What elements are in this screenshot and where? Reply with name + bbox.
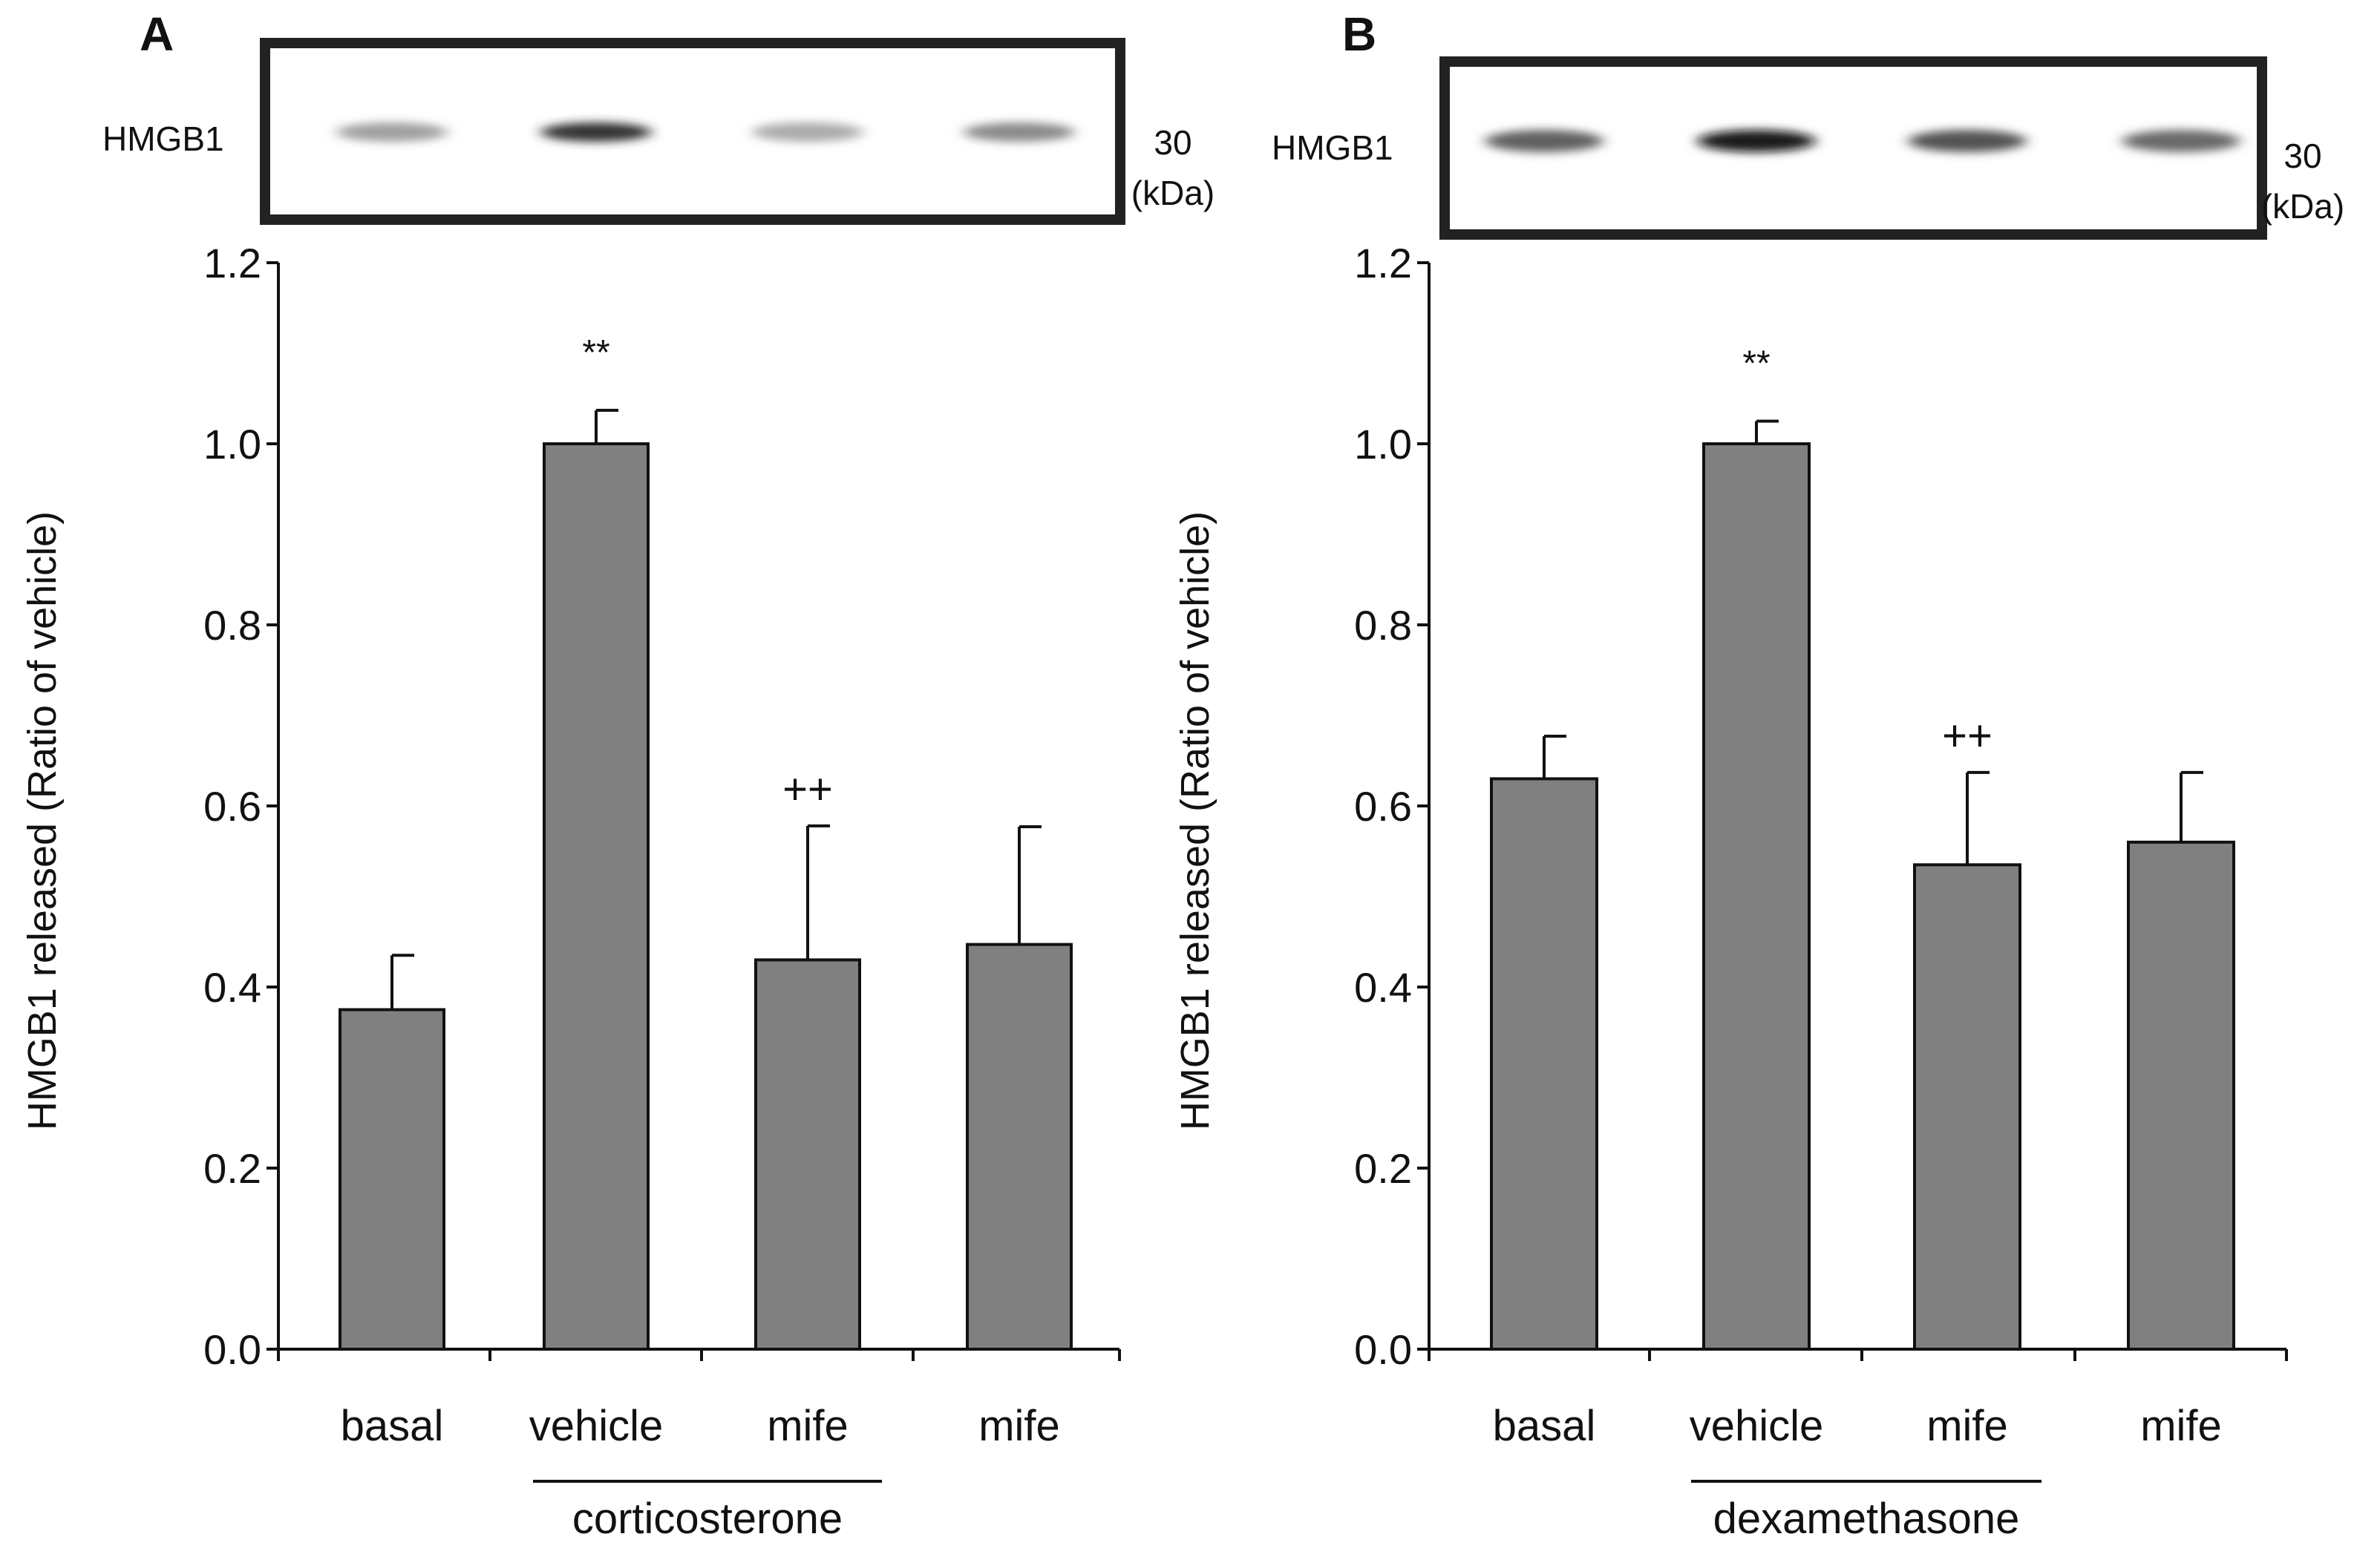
- panel-a-group-label: corticosterone: [572, 1495, 843, 1543]
- panel-b-bar: [1913, 863, 2021, 1351]
- panel-b-ytick-label: 1.0: [1354, 421, 1412, 468]
- blot-b-marker-unit: (kDa): [2261, 187, 2344, 226]
- panel-a-bars: ** ++: [339, 333, 1073, 1351]
- panel-a-ytick-label: 0.6: [203, 783, 261, 830]
- panel-b-xlabel-basal: basal: [1493, 1402, 1596, 1450]
- panel-b-bar: [2127, 840, 2235, 1351]
- panel-b-xlabel-mife-1: mife: [1926, 1402, 2008, 1450]
- panel-b-bar: [1702, 442, 1811, 1351]
- panel-a-bar: [543, 442, 650, 1351]
- blot-b: HMGB1 30 (kDa): [1272, 56, 2344, 240]
- panel-b-ytick-label: 0.6: [1354, 783, 1412, 830]
- panel-a-xlabel-vehicle: vehicle: [529, 1402, 664, 1450]
- panel-b-ytick-label: 1.2: [1354, 240, 1412, 286]
- panel-b-ytick-label: 0.2: [1354, 1145, 1412, 1192]
- panel-a-ytick-label: 0.0: [203, 1326, 261, 1373]
- panel-b-label: B: [1342, 7, 1376, 61]
- blot-a-band: [964, 122, 1075, 142]
- panel-a-xlabel-mife-2: mife: [978, 1402, 1060, 1450]
- panel-a-ytick-label: 0.4: [203, 964, 261, 1011]
- blot-a-band: [752, 122, 863, 142]
- blot-b-band: [1697, 130, 1816, 152]
- blot-a-protein-label: HMGB1: [102, 119, 224, 158]
- blot-b-bands: [1485, 130, 2240, 152]
- blot-a-band: [336, 122, 448, 142]
- blot-a-band: [540, 122, 652, 142]
- panel-a-ytick-label: 1.0: [203, 421, 261, 468]
- panel-a-ylabel: HMGB1 released (Ratio of vehicle): [20, 511, 65, 1130]
- panel-b-xlabel-vehicle: vehicle: [1690, 1402, 1824, 1450]
- panel-b-xlabel-mife-2: mife: [2140, 1402, 2222, 1450]
- panel-a-ytick-label: 1.2: [203, 240, 261, 286]
- panel-a-significance-marker: **: [582, 333, 609, 373]
- panel-b-ytick-label: 0.4: [1354, 964, 1412, 1011]
- blot-a: HMGB1 30 (kDa): [102, 38, 1214, 225]
- panel-a-ytick-label: 0.2: [203, 1145, 261, 1192]
- panel-a-significance-marker: ++: [782, 765, 833, 813]
- panel-a: A HMGB1 30 (kDa) HMGB1 released (Ratio o…: [20, 7, 1214, 1543]
- panel-a-bar: [966, 942, 1073, 1351]
- panel-a-bar: [339, 1008, 445, 1351]
- blot-a-bands: [336, 122, 1075, 142]
- blot-b-band: [1485, 130, 1603, 152]
- panel-a-ytick-label: 0.8: [203, 602, 261, 649]
- blot-b-band: [1908, 130, 2027, 152]
- panel-a-xlabel-basal: basal: [341, 1402, 444, 1450]
- blot-b-protein-label: HMGB1: [1272, 128, 1393, 167]
- panel-b-significance-marker: ++: [1942, 712, 1992, 760]
- blot-a-marker-unit: (kDa): [1131, 174, 1214, 212]
- panel-a-bar: [754, 958, 861, 1351]
- panel-b: B HMGB1 30 (kDa) HMGB1 released (Ratio o…: [1173, 7, 2344, 1543]
- panel-b-significance-marker: **: [1742, 344, 1770, 384]
- panel-a-xlabel-mife-1: mife: [767, 1402, 849, 1450]
- blot-a-marker-value: 30: [1154, 123, 1191, 162]
- panel-b-ytick-label: 0.8: [1354, 602, 1412, 649]
- panel-a-label: A: [140, 7, 174, 61]
- blot-b-marker-value: 30: [2283, 137, 2321, 175]
- panel-b-bars: ** ++: [1490, 344, 2235, 1351]
- blot-b-band: [2122, 130, 2240, 152]
- panel-b-axes: 0.0 0.2 0.4 0.6 0.8 1.0 1.2: [1354, 240, 2288, 1373]
- panel-b-ylabel: HMGB1 released (Ratio of vehicle): [1173, 511, 1217, 1130]
- panel-b-ytick-label: 0.0: [1354, 1326, 1412, 1373]
- panel-b-bar: [1490, 777, 1598, 1351]
- panel-b-group-label: dexamethasone: [1713, 1495, 2020, 1543]
